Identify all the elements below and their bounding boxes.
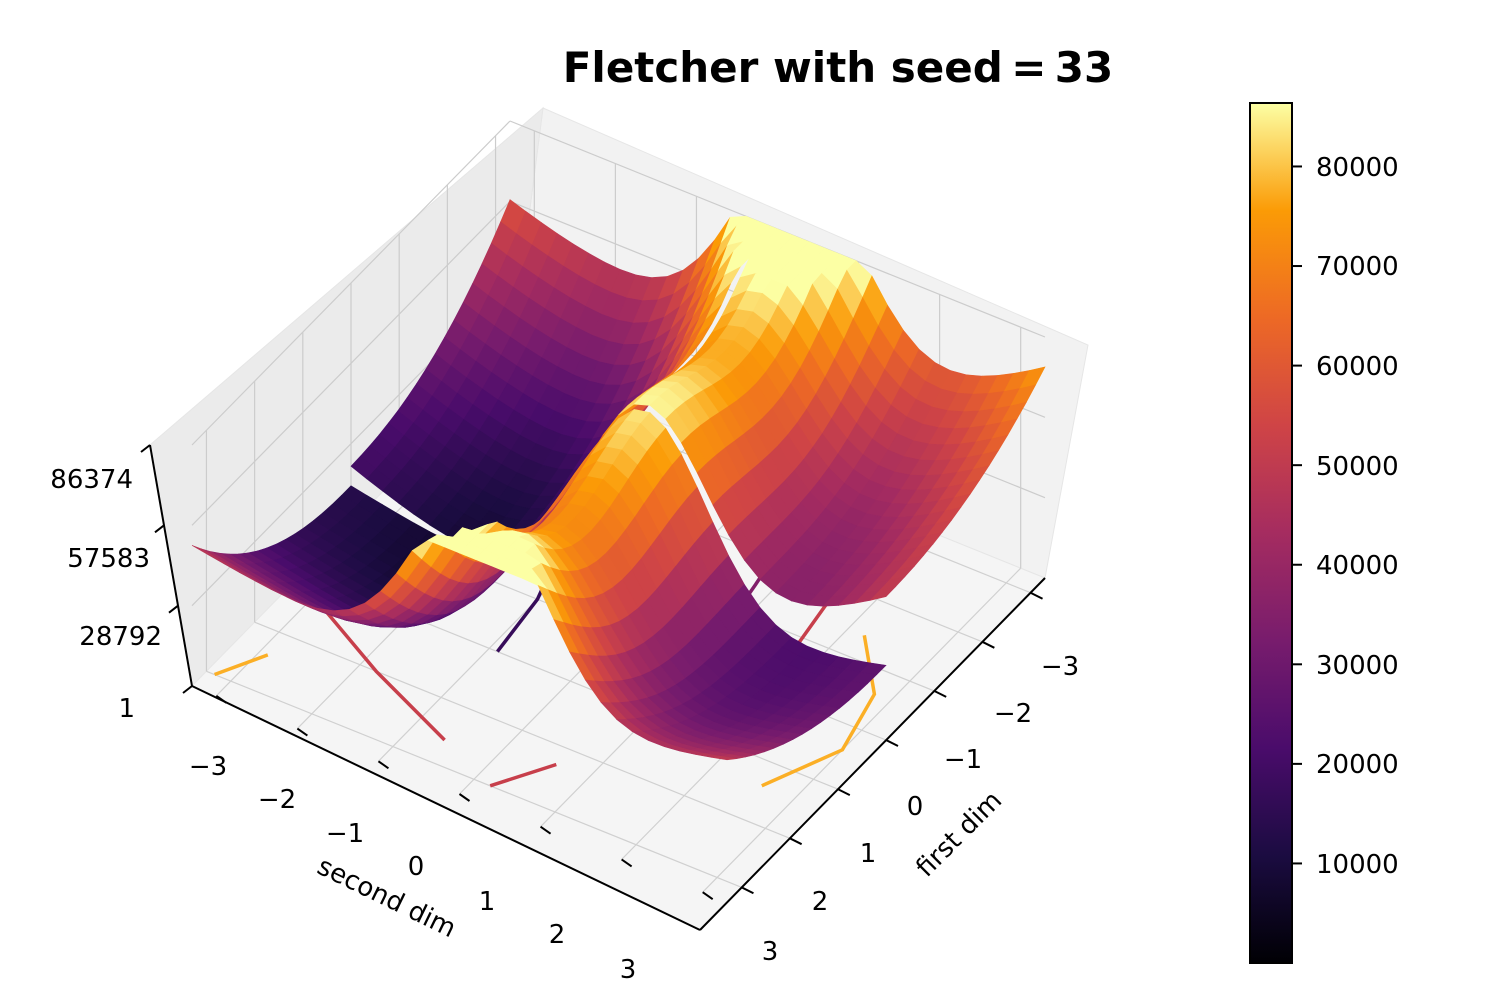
contour-line [213, 653, 269, 677]
x-tick-label: −2 [994, 699, 1032, 729]
x-tick-mark [702, 891, 714, 901]
colorbar-tick-label: 60000 [1316, 352, 1399, 382]
floor-gridline [254, 621, 790, 839]
y-tick-label: −2 [258, 785, 296, 815]
z-tick-mark [140, 444, 151, 453]
x-axis-label: first dim [911, 786, 1009, 884]
z-tick-label: 1 [118, 694, 135, 724]
colorbar-ticks: 10000 20000 30000 40000 50000 60000 7000… [1292, 153, 1399, 880]
colorbar-gradient [1249, 102, 1293, 964]
y-tick-label: 3 [620, 955, 637, 985]
x-tick-label: 0 [907, 792, 924, 822]
colorbar-tick-label: 80000 [1316, 153, 1399, 183]
contour-line [322, 607, 446, 742]
x-axis-ticks: −3 −2 −1 0 1 2 3 [762, 652, 1079, 967]
y-tick-label: 1 [479, 887, 496, 917]
colorbar-tick-label: 40000 [1316, 551, 1399, 581]
x-tick-mark [215, 694, 227, 704]
pane-gridline [191, 200, 511, 526]
contour-line [489, 762, 557, 788]
y-tick-mark [837, 788, 851, 796]
x-tick-label: −1 [944, 745, 982, 775]
colorbar-tick-label: 20000 [1316, 750, 1399, 780]
z-tick-label: 57583 [67, 544, 150, 574]
x-tick-label: 3 [762, 937, 779, 967]
y-tick-label: −1 [326, 819, 364, 849]
y-axis-label: second dim [313, 851, 461, 944]
z-tick-label: 86374 [50, 465, 133, 495]
y-tick-mark [789, 837, 803, 846]
z-axis-ticks: 1 28792 57583 86374 [50, 465, 162, 724]
y-tick-label: 0 [408, 852, 425, 882]
colorbar-tick-label: 70000 [1316, 252, 1399, 282]
x-tick-label: −3 [1041, 652, 1079, 682]
x-tick-mark [458, 793, 471, 802]
colorbar-tick-label: 50000 [1316, 452, 1399, 482]
colorbar-tick-label: 10000 [1316, 850, 1399, 880]
x-tick-mark [296, 727, 308, 737]
x-tick-mark [539, 825, 552, 835]
surface-facet [711, 755, 737, 761]
z-tick-mark [154, 524, 165, 534]
x-axis-line [699, 577, 1046, 931]
y-tick-mark [741, 886, 754, 895]
x-tick-mark [621, 858, 633, 868]
x-tick-label: 1 [860, 839, 877, 869]
surface-facet [869, 586, 897, 601]
y-axis-line [191, 685, 701, 931]
chart-title: Fletcher with seed = 33 [563, 43, 1114, 92]
axis-lines [140, 444, 1046, 931]
y-tick-label: 2 [549, 920, 566, 950]
pane-gridline [191, 120, 511, 446]
x-tick-label: 2 [812, 887, 829, 917]
surface-plot [191, 199, 1046, 761]
x-tick-mark [377, 760, 390, 770]
colorbar: 10000 20000 30000 40000 50000 60000 7000… [1249, 102, 1399, 964]
z-axis-line [149, 444, 193, 687]
y-tick-label: −3 [189, 752, 227, 782]
floor-gridline [206, 670, 742, 888]
y-tick-mark [1030, 591, 1043, 600]
y-axis-ticks: −3 −2 −1 0 1 2 3 [189, 752, 636, 985]
z-tick-mark [168, 604, 179, 614]
colorbar-tick-label: 30000 [1316, 651, 1399, 681]
z-tick-label: 28792 [79, 622, 162, 652]
y-tick-mark [933, 690, 947, 698]
floor-gridline [702, 567, 1022, 893]
y-tick-mark [981, 640, 995, 649]
z-tick-mark [182, 685, 193, 694]
y-tick-mark [885, 739, 899, 747]
